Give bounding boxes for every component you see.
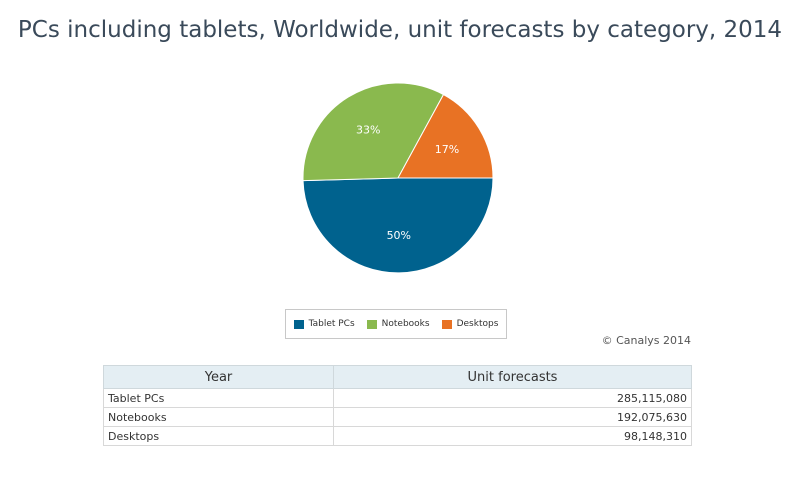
table-cell-label: Tablet PCs bbox=[103, 388, 334, 408]
table-header-unit-forecasts: Unit forecasts bbox=[333, 365, 692, 389]
credit-text: © Canalys 2014 bbox=[601, 334, 691, 347]
slice-desktops[interactable] bbox=[397, 93, 494, 179]
table-header-year: Year bbox=[103, 365, 334, 389]
table-row: Tablet PCs 285,115,080 bbox=[103, 388, 692, 408]
legend-item-tablet-pcs[interactable]: Tablet PCs bbox=[293, 319, 355, 329]
legend-item-desktops[interactable]: Desktops bbox=[441, 319, 499, 329]
legend-swatch bbox=[366, 319, 377, 329]
slice-percent-label: 33% bbox=[356, 123, 380, 136]
slice-tablet-pcs[interactable] bbox=[302, 177, 494, 274]
chart-legend: Tablet PCs Notebooks Desktops bbox=[285, 309, 507, 339]
pie-chart: 50% 33% 17% bbox=[302, 82, 494, 274]
legend-label: Tablet PCs bbox=[308, 319, 355, 329]
table-row: Desktops 98,148,310 bbox=[103, 426, 692, 446]
table-cell-value: 192,075,630 bbox=[333, 407, 692, 427]
legend-swatch bbox=[293, 319, 304, 329]
table-header-row: Year Unit forecasts bbox=[103, 365, 692, 389]
legend-label: Desktops bbox=[456, 319, 499, 329]
slice-percent-label: 17% bbox=[435, 143, 459, 156]
table-row: Notebooks 192,075,630 bbox=[103, 407, 692, 427]
chart-title: PCs including tablets, Worldwide, unit f… bbox=[17, 17, 783, 43]
table-cell-label: Notebooks bbox=[103, 407, 334, 427]
table-cell-value: 285,115,080 bbox=[333, 388, 692, 408]
table-cell-label: Desktops bbox=[103, 426, 334, 446]
legend-item-notebooks[interactable]: Notebooks bbox=[366, 319, 430, 329]
legend-label: Notebooks bbox=[381, 319, 430, 329]
data-table: Year Unit forecasts Tablet PCs 285,115,0… bbox=[103, 365, 692, 446]
slice-notebooks[interactable] bbox=[302, 82, 445, 182]
legend-swatch bbox=[441, 319, 452, 329]
slice-percent-label: 50% bbox=[387, 229, 411, 242]
table-cell-value: 98,148,310 bbox=[333, 426, 692, 446]
